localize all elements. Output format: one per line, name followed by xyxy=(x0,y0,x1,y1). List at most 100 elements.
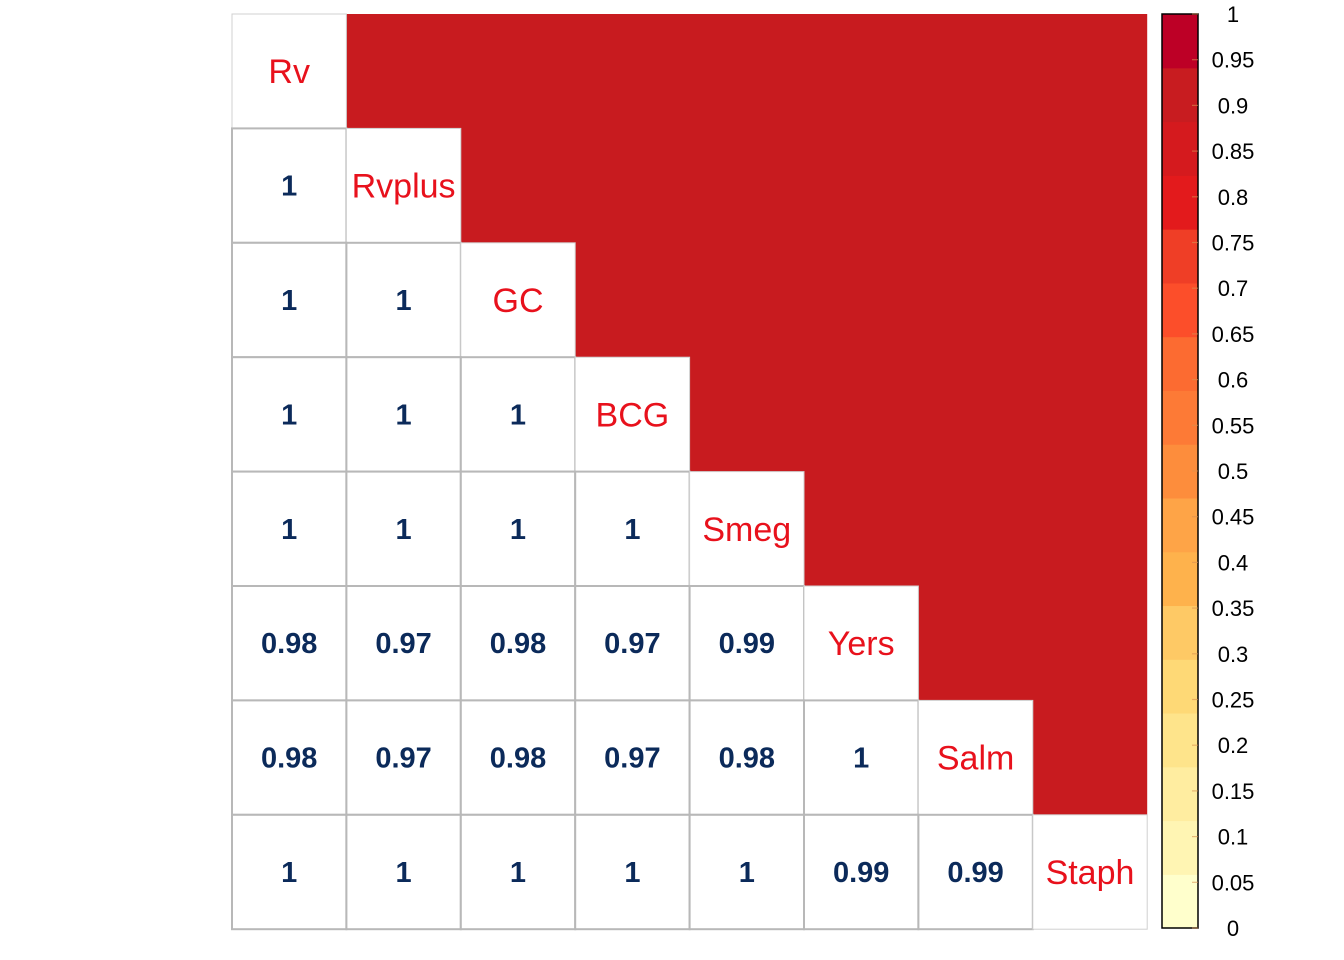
colorbar-segment xyxy=(1162,766,1198,822)
colorbar-tick-label: 0.35 xyxy=(1212,596,1255,621)
matrix-cell xyxy=(345,585,462,702)
colorbar-tick-label: 0.65 xyxy=(1212,322,1255,347)
matrix-cell xyxy=(345,470,462,588)
colorbar-tick-label: 0.55 xyxy=(1212,413,1255,438)
colorbar-tick-label: 1 xyxy=(1227,2,1239,27)
variable-label: GC xyxy=(493,282,544,320)
correlation-value: 1 xyxy=(510,399,526,431)
colorbar-segment xyxy=(1162,712,1198,768)
correlation-value: 1 xyxy=(396,285,412,317)
correlation-value: 0.98 xyxy=(490,628,546,660)
matrix-cell xyxy=(459,356,577,473)
colorbar-segment xyxy=(1162,605,1198,660)
matrix-cell xyxy=(231,241,348,359)
colorbar-segment xyxy=(1162,497,1198,553)
colorbar-tick-label: 0.95 xyxy=(1212,48,1255,73)
diagonal-cell xyxy=(574,356,691,473)
colorbar-tick-label: 0.75 xyxy=(1212,231,1255,256)
correlation-value: 1 xyxy=(853,743,869,775)
correlation-value: 0.99 xyxy=(947,857,1003,889)
variable-label: Rvplus xyxy=(352,168,456,206)
colorbar-tick-label: 0.45 xyxy=(1212,505,1255,530)
matrix-cell xyxy=(574,470,691,588)
colorbar-tick-label: 0.25 xyxy=(1212,688,1255,713)
colorbar-segment xyxy=(1162,659,1198,714)
matrix-cell xyxy=(459,585,577,702)
matrix-cell xyxy=(345,813,462,931)
diagonal-cell xyxy=(803,585,919,701)
correlation-value: 0.98 xyxy=(261,628,317,660)
matrix-cell xyxy=(574,813,691,931)
colorbar-tick-label: 0.7 xyxy=(1218,276,1249,301)
correlation-value: 0.99 xyxy=(833,857,889,889)
correlation-value: 1 xyxy=(281,857,297,889)
colorbar-segment xyxy=(1162,390,1198,445)
colorbar-segment xyxy=(1162,121,1198,176)
variable-label: Yers xyxy=(828,625,895,663)
correlation-value: 1 xyxy=(281,285,297,317)
colorbar-tick-label: 0.4 xyxy=(1218,550,1249,575)
correlation-value: 0.98 xyxy=(719,743,775,775)
variable-label: Smeg xyxy=(702,511,791,549)
variable-label: Staph xyxy=(1046,854,1135,892)
colorbar-segment xyxy=(1162,67,1198,123)
matrix-cell xyxy=(231,813,348,931)
correlation-value: 0.98 xyxy=(261,743,317,775)
diagonal-cell xyxy=(1032,814,1148,930)
colorbar-tick-label: 0.05 xyxy=(1212,870,1255,895)
matrix-cell xyxy=(917,813,1034,931)
colorbar-segment xyxy=(1162,175,1198,230)
correlation-value: 0.98 xyxy=(490,743,546,775)
correlation-value: 1 xyxy=(396,857,412,889)
colorbar-segment xyxy=(1162,336,1198,391)
diagonal-cell xyxy=(231,13,347,129)
correlation-value: 1 xyxy=(396,399,412,431)
diagonal-cell xyxy=(460,242,576,358)
colorbar-tick-label: 0.15 xyxy=(1212,779,1255,804)
correlation-value: 1 xyxy=(624,514,640,546)
matrix-cell xyxy=(231,585,348,702)
colorbar-segment xyxy=(1162,551,1198,607)
variable-label: Salm xyxy=(937,740,1014,778)
colorbar-tick-label: 0 xyxy=(1227,916,1239,941)
correlation-value: 0.99 xyxy=(719,628,775,660)
matrix-cell xyxy=(231,699,348,816)
diagonal-cell xyxy=(917,699,1034,816)
correlation-value: 1 xyxy=(281,399,297,431)
colorbar-segment xyxy=(1162,229,1198,284)
colorbar-tick-label: 0.3 xyxy=(1218,642,1249,667)
colorbar-tick-label: 0.6 xyxy=(1218,368,1249,393)
matrix-cell xyxy=(688,585,805,702)
correlation-value: 1 xyxy=(281,514,297,546)
matrix-cell xyxy=(345,356,462,473)
colorbar-tick-label: 0.1 xyxy=(1218,825,1249,850)
correlation-value: 1 xyxy=(510,514,526,546)
colorbar-tick-label: 0.85 xyxy=(1212,139,1255,164)
correlation-value: 0.97 xyxy=(604,743,660,775)
colorbar-tick-label: 0.2 xyxy=(1218,733,1249,758)
diagonal-cell xyxy=(689,471,805,587)
diagonal-cell xyxy=(345,127,462,244)
correlation-value: 0.97 xyxy=(375,743,431,775)
variable-label: Rv xyxy=(268,53,310,91)
variable-label: BCG xyxy=(596,396,670,434)
colorbar-tick-label: 0.5 xyxy=(1218,459,1249,484)
correlation-value: 1 xyxy=(510,857,526,889)
correlation-value: 0.97 xyxy=(604,628,660,660)
colorbar-segment xyxy=(1162,820,1198,875)
correlation-value: 1 xyxy=(739,857,755,889)
matrix-cell xyxy=(231,470,348,588)
matrix-cell xyxy=(803,699,920,816)
matrix-cell xyxy=(459,470,577,588)
correlation-value: 1 xyxy=(624,857,640,889)
correlation-value: 0.97 xyxy=(375,628,431,660)
matrix-cell xyxy=(231,356,348,473)
correlation-value: 1 xyxy=(281,171,297,203)
matrix-cell xyxy=(688,699,805,816)
colorbar-segment xyxy=(1162,282,1198,338)
matrix-cell xyxy=(345,699,462,816)
upper-triangle-fill xyxy=(346,14,1148,815)
matrix-cell xyxy=(231,127,348,244)
